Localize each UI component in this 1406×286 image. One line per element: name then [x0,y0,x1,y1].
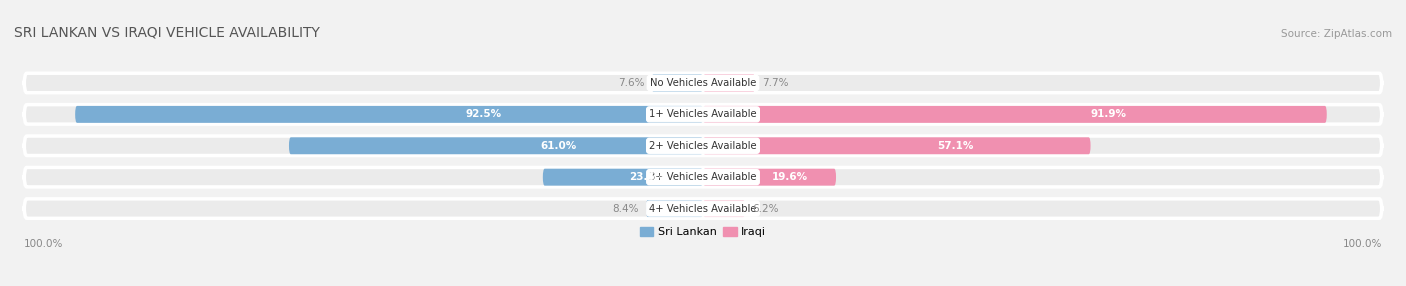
FancyBboxPatch shape [290,137,703,154]
Text: 7.6%: 7.6% [619,78,644,88]
FancyBboxPatch shape [24,199,1382,218]
Text: 19.6%: 19.6% [772,172,807,182]
Text: 23.6%: 23.6% [628,172,665,182]
FancyBboxPatch shape [543,169,703,186]
FancyBboxPatch shape [24,73,1382,93]
Text: 3+ Vehicles Available: 3+ Vehicles Available [650,172,756,182]
FancyBboxPatch shape [24,136,1382,156]
Text: 8.4%: 8.4% [613,204,640,214]
Text: 61.0%: 61.0% [540,141,576,151]
Text: 4+ Vehicles Available: 4+ Vehicles Available [650,204,756,214]
FancyBboxPatch shape [24,167,1382,187]
FancyBboxPatch shape [645,200,703,217]
FancyBboxPatch shape [703,200,745,217]
Text: 57.1%: 57.1% [936,141,973,151]
FancyBboxPatch shape [703,137,1091,154]
Text: 91.9%: 91.9% [1091,109,1126,119]
Text: Source: ZipAtlas.com: Source: ZipAtlas.com [1281,29,1392,39]
FancyBboxPatch shape [703,106,1327,123]
Legend: Sri Lankan, Iraqi: Sri Lankan, Iraqi [636,223,770,242]
FancyBboxPatch shape [703,169,837,186]
Text: 6.2%: 6.2% [752,204,779,214]
Text: 100.0%: 100.0% [24,239,63,249]
FancyBboxPatch shape [24,105,1382,124]
Text: 92.5%: 92.5% [465,109,502,119]
FancyBboxPatch shape [703,75,755,92]
Text: 1+ Vehicles Available: 1+ Vehicles Available [650,109,756,119]
Text: SRI LANKAN VS IRAQI VEHICLE AVAILABILITY: SRI LANKAN VS IRAQI VEHICLE AVAILABILITY [14,25,321,39]
Text: No Vehicles Available: No Vehicles Available [650,78,756,88]
FancyBboxPatch shape [75,106,703,123]
FancyBboxPatch shape [651,75,703,92]
Text: 100.0%: 100.0% [1343,239,1382,249]
Text: 2+ Vehicles Available: 2+ Vehicles Available [650,141,756,151]
Text: 7.7%: 7.7% [762,78,789,88]
